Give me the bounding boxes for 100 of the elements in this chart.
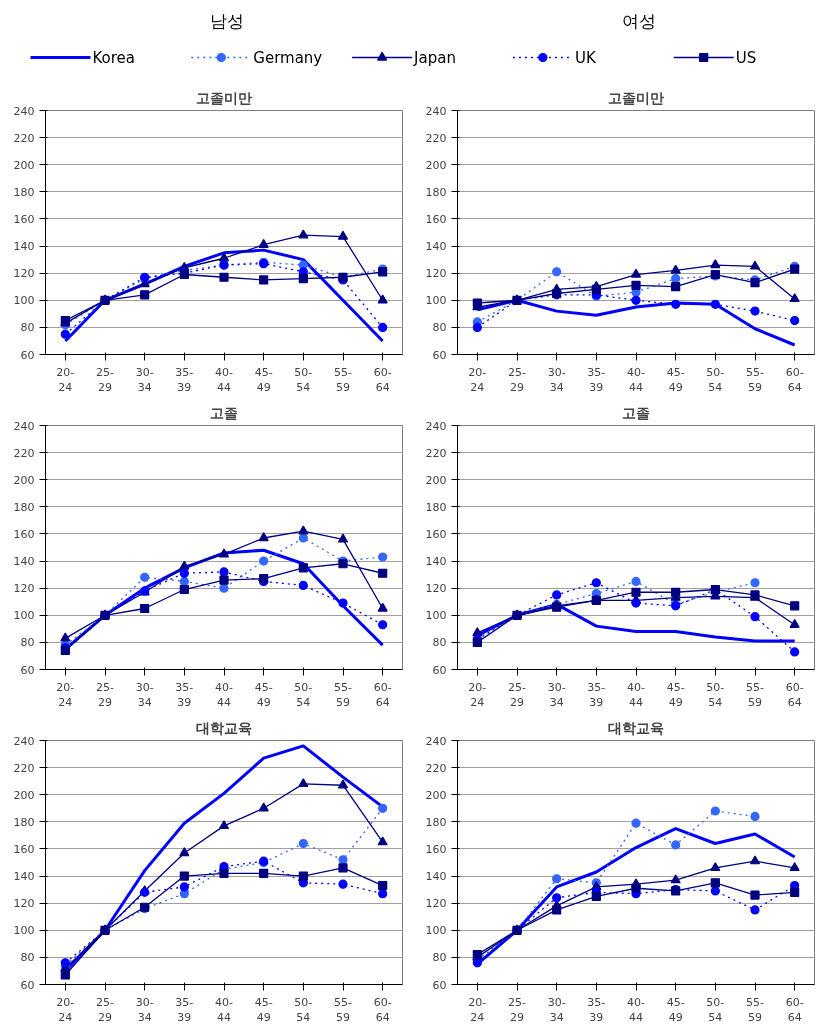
y-tick-label: 120 (13, 582, 35, 596)
x-tick-label: 50-54 (294, 365, 313, 395)
y-tick-label: 140 (425, 870, 447, 884)
y-tick-label: 60 (432, 663, 447, 677)
x-tick-label: 40-44 (627, 995, 646, 1025)
y-tick-label: 100 (425, 924, 447, 938)
y-tick-label: 200 (425, 158, 447, 172)
y-tick-label: 220 (425, 761, 447, 775)
y-tick-label: 80 (432, 951, 447, 965)
y-tick-label: 80 (20, 636, 35, 650)
y-tick-label: 140 (13, 555, 35, 569)
y-tick-label: 200 (13, 158, 35, 172)
x-tick-label: 60-64 (373, 995, 392, 1025)
y-tick-label: 120 (13, 897, 35, 911)
x-tick-label: 25-29 (96, 995, 115, 1025)
x-tick-label: 35-39 (175, 365, 194, 395)
y-tick-label: 220 (425, 131, 447, 145)
chart-title: 고졸미만 (196, 89, 252, 106)
x-tick-label: 35-39 (175, 680, 194, 710)
x-tick-label: 30-34 (135, 365, 154, 395)
legend-label: Japan (413, 48, 456, 67)
legend-label: Korea (92, 48, 136, 67)
y-tick-label: 120 (13, 267, 35, 281)
y-tick-label: 200 (425, 788, 447, 802)
x-tick-label: 30-34 (135, 995, 154, 1025)
y-tick-label: 100 (13, 924, 35, 938)
x-tick-label: 35-39 (587, 995, 606, 1025)
x-tick-label: 25-29 (508, 995, 527, 1025)
y-tick-label: 180 (425, 815, 447, 829)
x-tick-label: 20-24 (468, 365, 487, 395)
y-tick-label: 180 (425, 500, 447, 514)
y-tick-label: 60 (20, 978, 35, 992)
y-tick-label: 140 (13, 240, 35, 254)
x-tick-label: 60-64 (373, 680, 392, 710)
y-tick-label: 140 (13, 870, 35, 884)
y-tick-label: 240 (425, 734, 447, 748)
x-tick-label: 40-44 (627, 680, 646, 710)
y-tick-label: 100 (13, 294, 35, 308)
x-tick-label: 35-39 (175, 995, 194, 1025)
y-tick-label: 120 (425, 267, 447, 281)
y-tick-label: 160 (13, 527, 35, 541)
y-tick-label: 240 (13, 734, 35, 748)
y-tick-label: 160 (425, 527, 447, 541)
y-tick-label: 200 (13, 788, 35, 802)
y-tick-label: 160 (425, 212, 447, 226)
y-tick-label: 160 (13, 212, 35, 226)
x-tick-label: 60-64 (785, 365, 804, 395)
y-tick-label: 140 (425, 240, 447, 254)
legend-label: UK (574, 48, 597, 67)
y-tick-label: 100 (425, 294, 447, 308)
x-tick-label: 45-49 (666, 995, 685, 1025)
chart-title: 고졸 (210, 404, 238, 421)
legend-label: Germany (253, 48, 323, 67)
x-tick-label: 20-24 (56, 680, 75, 710)
chart-title: 대학교육 (196, 719, 252, 736)
x-tick-label: 55-59 (334, 680, 353, 710)
x-tick-label: 25-29 (96, 680, 115, 710)
chart-title: 대학교육 (608, 719, 664, 736)
y-tick-label: 120 (425, 897, 447, 911)
x-tick-label: 50-54 (294, 680, 313, 710)
y-tick-label: 180 (425, 185, 447, 199)
x-tick-label: 55-59 (334, 365, 353, 395)
y-tick-label: 220 (13, 761, 35, 775)
x-tick-label: 55-59 (746, 680, 765, 710)
x-tick-label: 30-34 (547, 995, 566, 1025)
x-tick-label: 20-24 (468, 680, 487, 710)
y-tick-label: 220 (13, 131, 35, 145)
legend-label: US (735, 48, 757, 67)
x-tick-label: 40-44 (215, 680, 234, 710)
y-tick-label: 180 (13, 815, 35, 829)
y-tick-label: 240 (13, 104, 35, 118)
x-tick-label: 45-49 (666, 365, 685, 395)
y-tick-label: 60 (432, 978, 447, 992)
y-tick-label: 60 (20, 663, 35, 677)
x-tick-label: 30-34 (547, 680, 566, 710)
x-tick-label: 50-54 (706, 365, 725, 395)
chart-title: 고졸미만 (608, 89, 664, 106)
y-tick-label: 220 (13, 446, 35, 460)
y-tick-label: 100 (425, 609, 447, 623)
x-tick-label: 45-49 (254, 995, 273, 1025)
y-tick-label: 120 (425, 582, 447, 596)
y-tick-label: 160 (425, 842, 447, 856)
x-tick-label: 30-34 (547, 365, 566, 395)
chart-title: 고졸 (622, 404, 650, 421)
y-tick-label: 160 (13, 842, 35, 856)
y-tick-label: 80 (20, 321, 35, 335)
x-tick-label: 60-64 (373, 365, 392, 395)
y-tick-label: 220 (425, 446, 447, 460)
x-tick-label: 35-39 (587, 680, 606, 710)
x-tick-label: 40-44 (215, 995, 234, 1025)
y-tick-label: 100 (13, 609, 35, 623)
y-tick-label: 140 (425, 555, 447, 569)
x-tick-label: 55-59 (746, 995, 765, 1025)
x-tick-label: 25-29 (96, 365, 115, 395)
text: 남성 (209, 10, 244, 31)
text: 여성 (621, 10, 656, 31)
x-tick-label: 20-24 (56, 365, 75, 395)
x-tick-label: 30-34 (135, 680, 154, 710)
x-tick-label: 60-64 (785, 995, 804, 1025)
x-tick-label: 55-59 (334, 995, 353, 1025)
